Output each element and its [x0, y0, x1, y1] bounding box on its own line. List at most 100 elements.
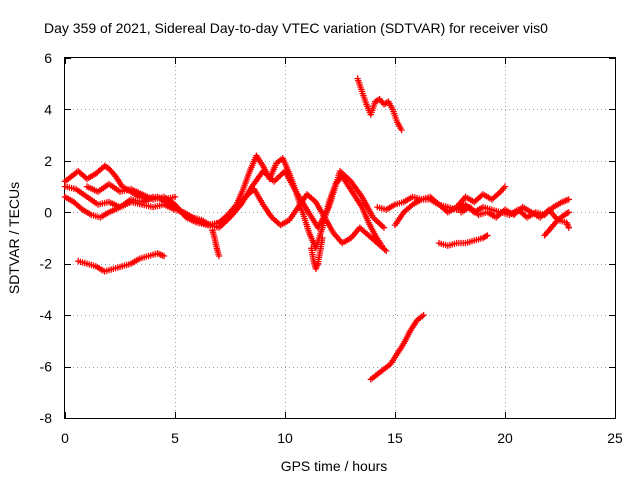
chart-title: Day 359 of 2021, Sidereal Day-to-day VTE…	[44, 20, 548, 36]
data-point-run	[380, 99, 391, 108]
y-axis-label: SDTVAR / TECUs	[6, 182, 22, 294]
data-point	[215, 252, 223, 260]
x-axis-tick-labels: 0 5 10 15 20 25	[61, 430, 623, 446]
data-point-run	[240, 169, 253, 193]
data-point-run	[226, 203, 243, 221]
data-point-run	[497, 185, 507, 195]
data-point-run	[83, 171, 98, 183]
data-series	[61, 75, 572, 383]
data-point-run	[127, 256, 142, 267]
data-point-run	[259, 201, 274, 219]
data-point-run	[385, 98, 395, 111]
data-point-run	[279, 155, 292, 175]
data-point-run	[372, 96, 382, 105]
data-point	[420, 311, 427, 319]
series-track-c	[83, 167, 388, 231]
data-point-run	[251, 185, 266, 206]
data-point-run	[365, 219, 378, 237]
data-point-run	[435, 239, 449, 249]
data-point-run	[358, 88, 369, 106]
data-point	[398, 126, 405, 134]
data-point-run	[394, 341, 406, 357]
data-point-run	[471, 192, 485, 206]
data-point	[160, 252, 168, 260]
x-tick-label: 25	[607, 430, 623, 446]
data-point-run	[365, 232, 380, 246]
data-point-run	[83, 260, 97, 269]
data-point-run	[237, 185, 255, 208]
plot-frame	[64, 57, 616, 419]
data-point-run	[312, 262, 321, 273]
data-point-run	[112, 173, 125, 189]
data-point-run	[559, 196, 571, 206]
y-tick-label: 0	[44, 204, 52, 220]
data-point-run	[160, 201, 177, 213]
data-point	[501, 183, 509, 190]
data-point-run	[303, 206, 321, 230]
data-point-run	[345, 183, 358, 199]
data-point-run	[541, 226, 554, 239]
y-tick-label: 4	[44, 101, 52, 117]
data-point-run	[94, 182, 111, 195]
data-point-run	[72, 185, 89, 199]
data-point-run	[548, 218, 560, 231]
data-point-run	[312, 226, 325, 252]
data-point-run	[528, 209, 542, 220]
data-point-run	[462, 238, 476, 247]
series-track-d	[61, 183, 179, 211]
data-point-run	[138, 201, 154, 210]
data-point-run	[83, 193, 100, 207]
y-axis-tick-labels: -8 -6 -4 -2 0 2 4 6	[40, 50, 53, 426]
data-point-run	[336, 167, 353, 184]
x-tick-label: 15	[387, 430, 403, 446]
data-point-run	[457, 205, 472, 216]
data-point-run	[466, 203, 481, 217]
data-point-run	[427, 193, 441, 207]
data-point-run	[484, 209, 498, 220]
data-point-run	[394, 119, 404, 132]
y-tick-label: 6	[44, 50, 52, 66]
data-point	[171, 193, 179, 201]
data-point-run	[339, 173, 351, 189]
y-tick-label: -2	[40, 256, 53, 272]
x-axis-label: GPS time / hours	[281, 458, 388, 474]
data-point-run	[268, 214, 283, 228]
data-point-run	[83, 183, 100, 195]
data-point-run	[400, 329, 413, 347]
data-point	[380, 224, 388, 231]
data-point-run	[286, 205, 301, 224]
data-point-run	[303, 191, 318, 204]
data-point-run	[253, 152, 266, 168]
data-point-run	[554, 212, 566, 224]
data-point-run	[299, 209, 312, 234]
data-point-run	[347, 178, 364, 199]
data-point	[319, 234, 326, 242]
axis-ticks	[65, 58, 616, 419]
data-point-run	[389, 106, 400, 124]
series-track-i	[367, 311, 427, 383]
data-point-run	[435, 201, 450, 215]
data-point-run	[407, 318, 420, 334]
x-tick-label: 0	[61, 430, 69, 446]
data-point-run	[149, 201, 165, 211]
data-point-run	[510, 205, 525, 219]
y-tick-label: -6	[40, 359, 53, 375]
data-point-run	[354, 75, 365, 93]
series-track-k	[391, 183, 509, 229]
data-point-run	[145, 250, 159, 260]
data-point	[383, 247, 390, 255]
data-point-run	[374, 239, 388, 253]
data-point-run	[292, 188, 310, 212]
data-point-run	[92, 263, 106, 274]
data-point-run	[488, 206, 502, 215]
x-tick-label: 20	[497, 430, 513, 446]
data-point-run	[339, 235, 353, 247]
data-point-run	[380, 362, 393, 373]
data-point-run	[330, 229, 344, 245]
data-point-run	[79, 206, 93, 217]
data-point-run	[488, 189, 503, 203]
data-point-run	[413, 313, 426, 324]
data-point	[565, 224, 572, 231]
series-track-h	[354, 75, 405, 134]
data-point-run	[462, 193, 476, 205]
